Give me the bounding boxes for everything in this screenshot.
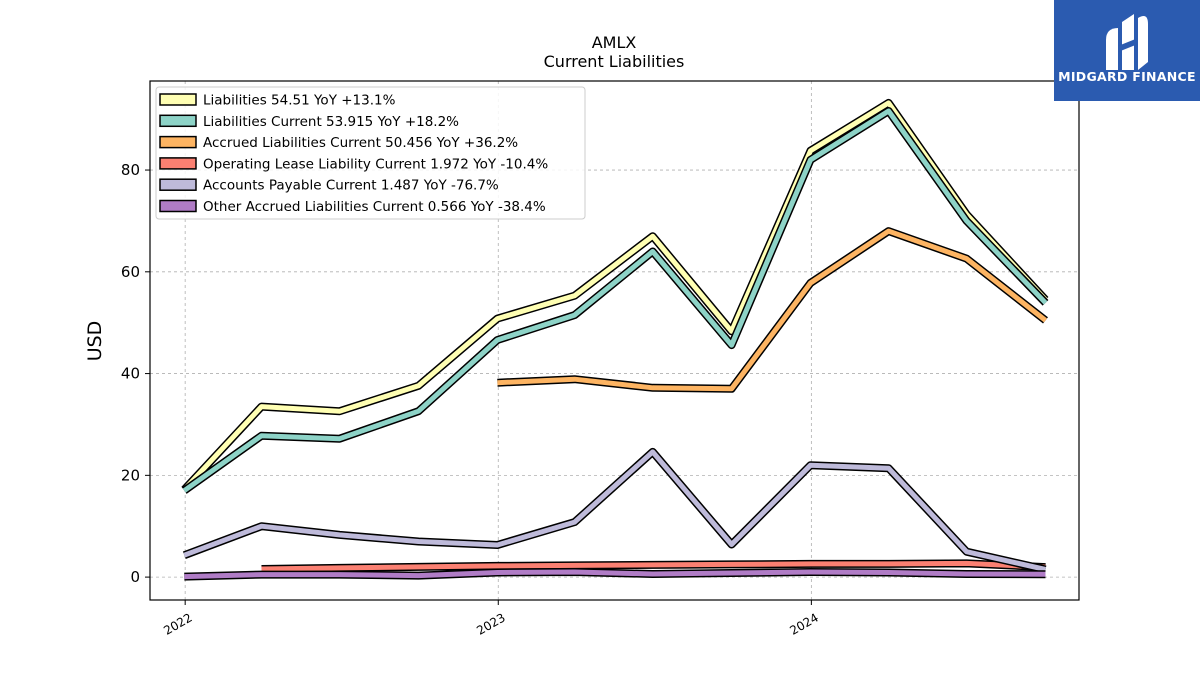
series-line	[497, 228, 1048, 392]
chart-title: AMLX	[592, 33, 637, 52]
midgard-logo-icon	[1106, 14, 1148, 70]
legend: Liabilities 54.51 YoY +13.1% Liabilities …	[155, 86, 586, 220]
series-liabilities	[181, 98, 1049, 493]
series-other-accrued-liabilities-current	[184, 568, 1046, 581]
series-line	[182, 108, 1048, 493]
series-line	[182, 100, 1048, 492]
y-tick-label: 0	[130, 568, 140, 586]
legend-swatch	[159, 157, 197, 170]
plot-frame	[149, 80, 1080, 601]
legend-label: Liabilities Current 53.915 YoY +18.2%	[203, 114, 459, 130]
series-accounts-payable-current	[182, 447, 1047, 574]
y-tick-label: 60	[121, 263, 140, 281]
series-layer	[181, 98, 1049, 581]
legend-box	[155, 86, 586, 220]
y-tick-label: 80	[121, 161, 140, 179]
y-axis: 0 20 40 60 80	[121, 161, 150, 586]
y-tick-label: 20	[121, 466, 140, 484]
legend-swatch	[159, 178, 197, 191]
series-line	[261, 560, 1046, 572]
series-operating-lease-liability-current	[261, 559, 1046, 573]
y-axis-label: USD	[84, 321, 106, 362]
legend-swatch	[159, 135, 197, 149]
y-tick-label: 40	[121, 365, 140, 383]
series-liabilities-current	[181, 107, 1049, 494]
legend-label: Accounts Payable Current 1.487 YoY -76.7…	[203, 178, 499, 194]
legend-label: Operating Lease Liability Current 1.972 …	[203, 156, 548, 172]
chart-subtitle: Current Liabilities	[544, 52, 685, 71]
brand-name: MIDGARD FINANCE	[1058, 69, 1196, 84]
series-line	[183, 449, 1047, 572]
series-accrued-liabilities-current	[497, 227, 1048, 393]
legend-swatch	[159, 199, 197, 213]
legend-swatch	[159, 114, 197, 128]
legend-swatch	[159, 93, 197, 106]
series-line	[184, 569, 1046, 580]
legend-label: Liabilities 54.51 YoY +13.1%	[203, 93, 396, 109]
legend-label: Other Accrued Liabilities Current 0.566 …	[203, 199, 546, 215]
brand-logo: MIDGARD FINANCE	[1054, 0, 1200, 101]
legend-label: Accrued Liabilities Current 50.456 YoY +…	[203, 135, 518, 151]
